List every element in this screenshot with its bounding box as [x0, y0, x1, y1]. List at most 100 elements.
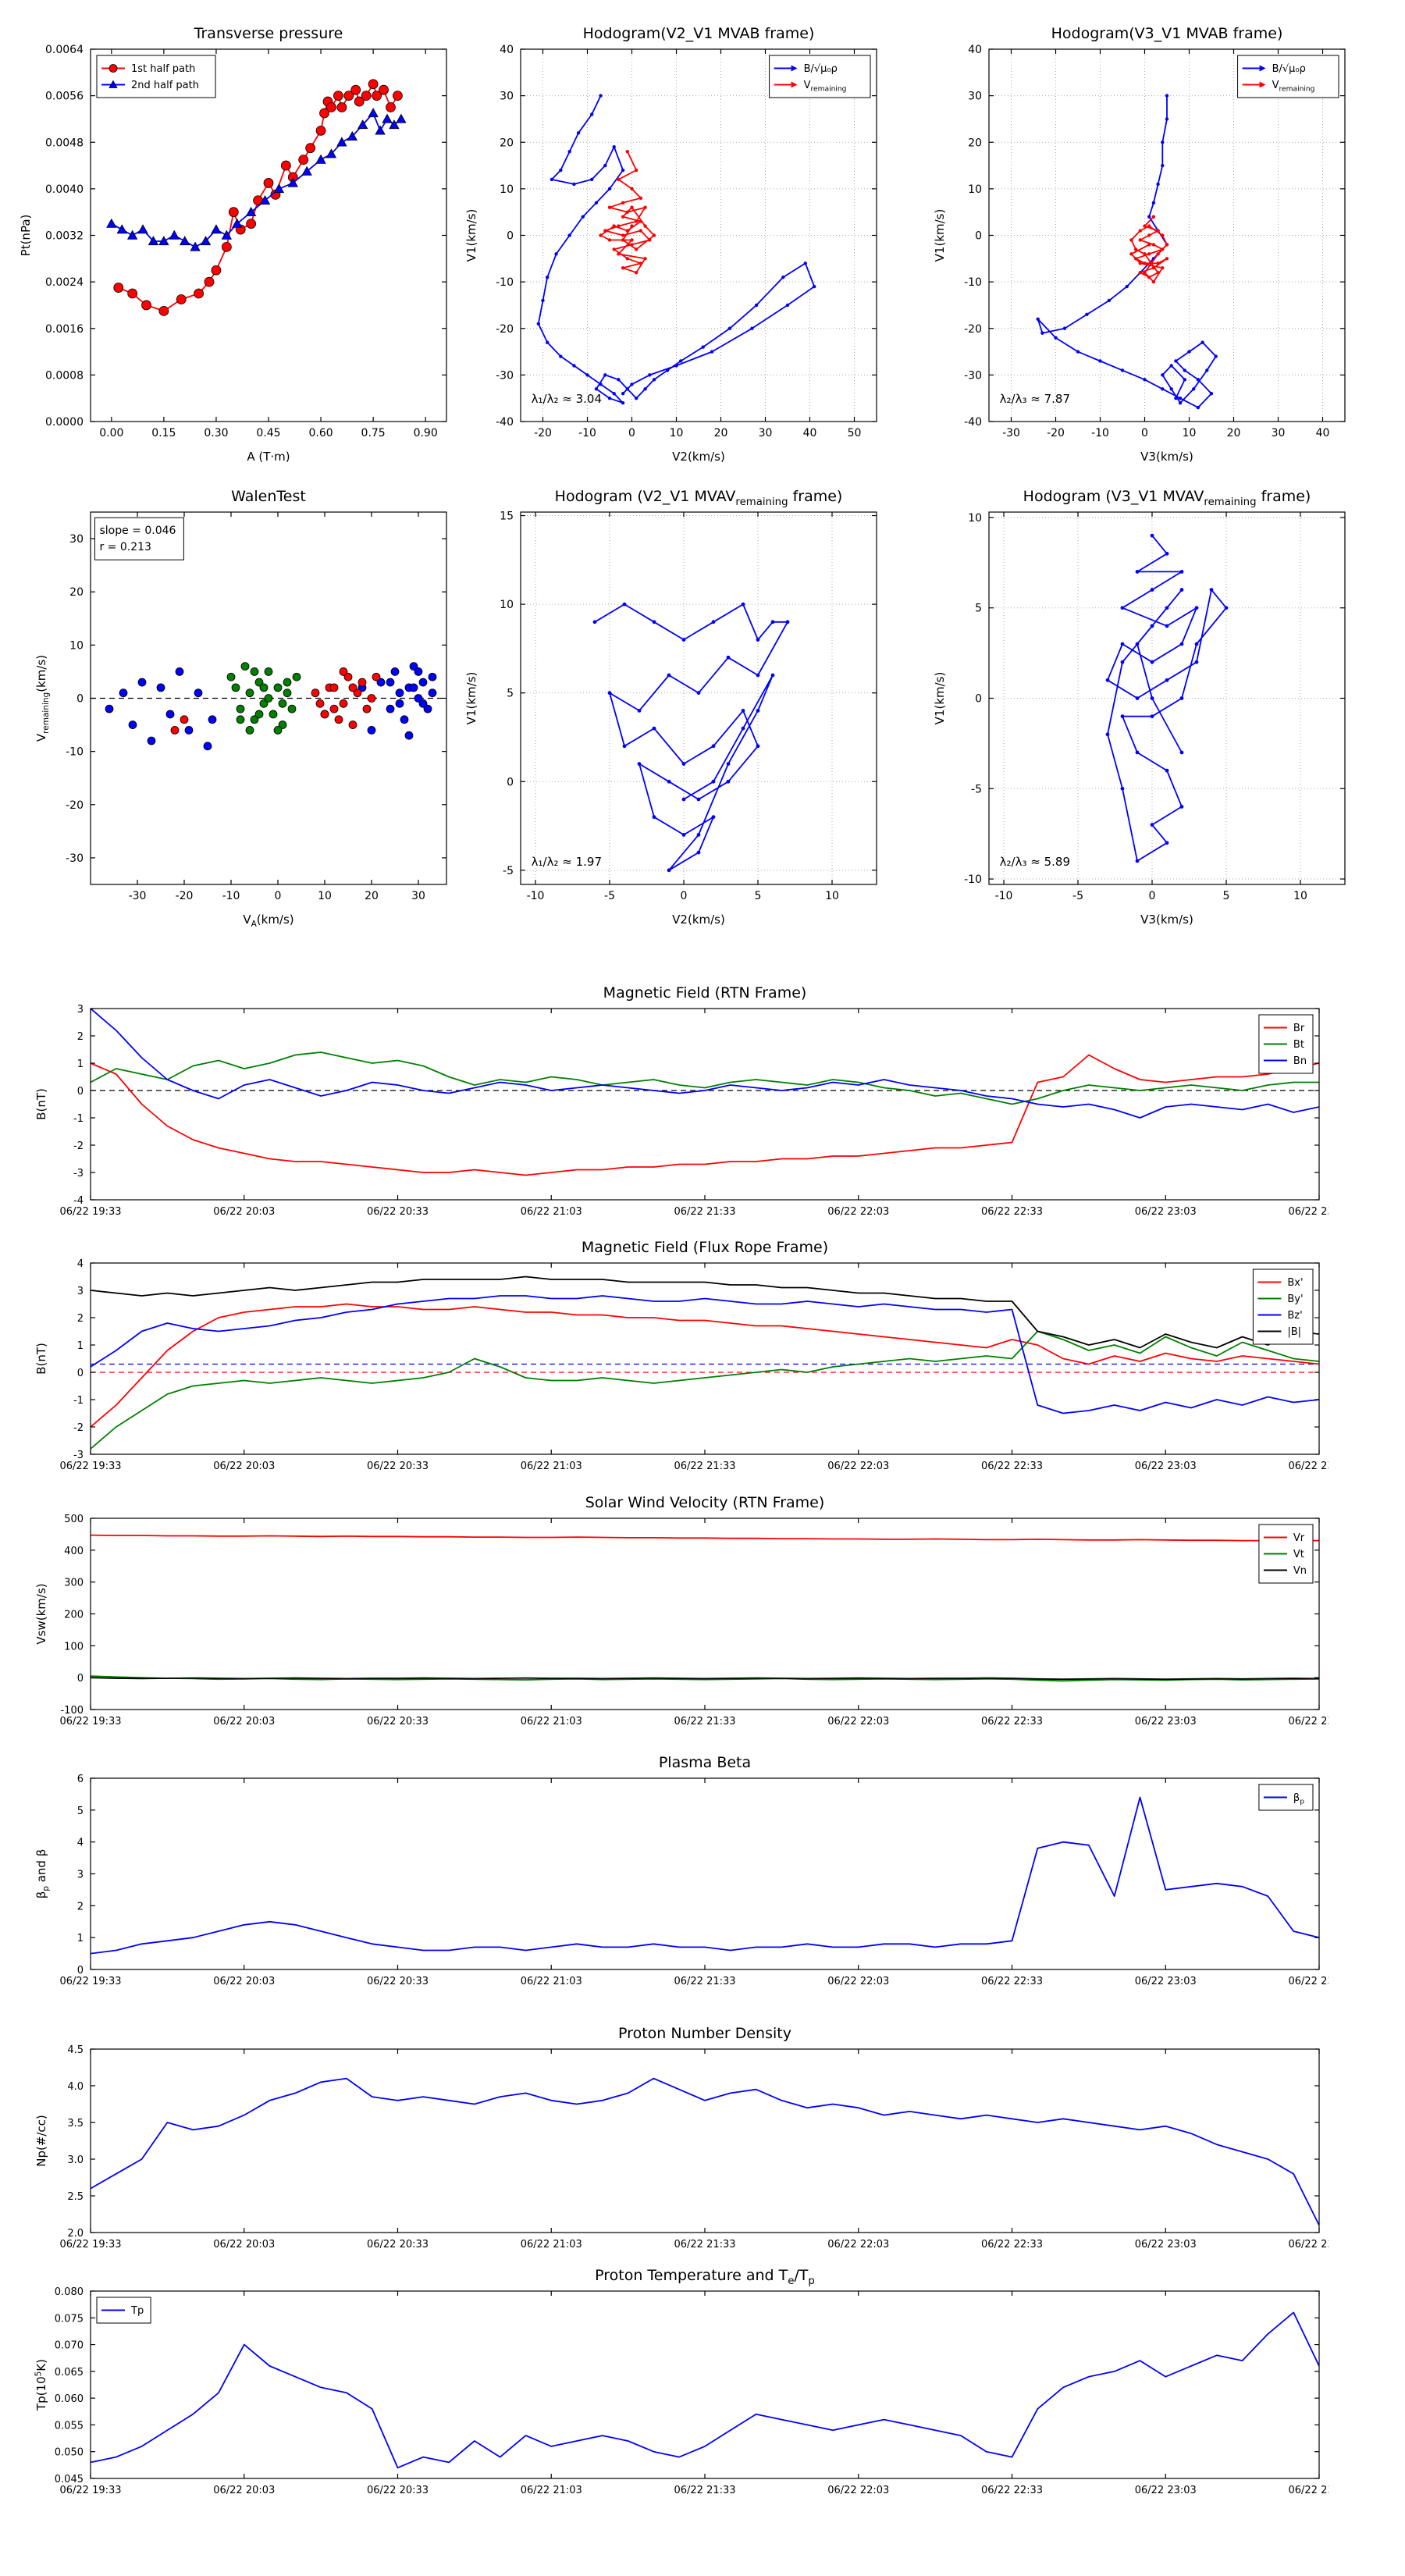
svg-text:0.050: 0.050: [55, 2447, 84, 2459]
svg-text:-30: -30: [496, 369, 514, 382]
svg-text:30: 30: [500, 91, 514, 103]
panel-proton-temperature: 06/22 19:33 06/22 20:03 06/22 20:33 06/22 2…: [28, 2258, 1350, 2507]
svg-text:500: 500: [64, 1514, 84, 1525]
svg-text:06/22 20:03: 06/22 20:03: [213, 2239, 275, 2250]
svg-text:3: 3: [77, 1004, 84, 1016]
svg-text:40: 40: [1316, 427, 1330, 439]
svg-text:06/22 22:33: 06/22 22:33: [981, 2485, 1043, 2496]
svg-text:Hodogram(V3_V1 MVAB frame): Hodogram(V3_V1 MVAB frame): [1051, 25, 1283, 42]
svg-text:10: 10: [318, 890, 332, 902]
svg-text:06/22 20:03: 06/22 20:03: [213, 2485, 275, 2496]
svg-text:3.5: 3.5: [67, 2118, 84, 2129]
svg-text:0.0048: 0.0048: [45, 137, 84, 149]
svg-text:6: 6: [77, 1774, 84, 1785]
svg-text:06/22 20:33: 06/22 20:33: [367, 2239, 429, 2250]
svg-text:Vr: Vr: [1293, 1532, 1305, 1544]
panel-hodogram-v2v1-mvab: -20 -10 0 10 20 30 40 50 -40 -30 -20 -10 0 10 20 30 40 Ho…: [458, 12, 891, 482]
svg-text:0: 0: [275, 890, 282, 902]
svg-text:Br: Br: [1293, 1023, 1305, 1034]
svg-text:400: 400: [64, 1546, 84, 1557]
svg-text:V3(km/s): V3(km/s): [1140, 450, 1193, 464]
svg-text:06/22 22:03: 06/22 22:03: [827, 1976, 889, 1987]
svg-text:-10: -10: [964, 873, 982, 886]
svg-text:0: 0: [77, 1086, 84, 1098]
svg-text:Pt(nPa): Pt(nPa): [19, 215, 33, 257]
svg-text:0.0016: 0.0016: [45, 323, 84, 336]
svg-text:0: 0: [77, 1965, 84, 1976]
panel-walen-test: -30 -20 -10 0 10 20 30 -30 -20 -10 0 10 20 30 WalenTes…: [28, 475, 461, 945]
svg-text:40: 40: [803, 427, 817, 439]
svg-text:06/22 22:33: 06/22 22:33: [981, 1461, 1043, 1472]
svg-text:Solar Wind Velocity (RTN Frame: Solar Wind Velocity (RTN Frame): [585, 1494, 825, 1511]
svg-text:06/22 21:03: 06/22 21:03: [521, 1976, 582, 1987]
svg-text:Hodogram(V2_V1 MVAB frame): Hodogram(V2_V1 MVAB frame): [583, 25, 815, 42]
svg-text:1: 1: [77, 1340, 84, 1352]
svg-text:B/√μ₀ρ: B/√μ₀ρ: [804, 63, 838, 75]
svg-text:06/22 23:33: 06/22 23:33: [1288, 1976, 1329, 1987]
svg-text:06/22 21:03: 06/22 21:03: [521, 2485, 582, 2496]
svg-text:-3: -3: [73, 1450, 84, 1461]
svg-text:06/22 23:33: 06/22 23:33: [1288, 1461, 1329, 1472]
svg-text:0: 0: [77, 1368, 84, 1379]
svg-text:0.0064: 0.0064: [45, 44, 84, 56]
svg-text:0: 0: [1149, 890, 1156, 902]
svg-text:2.0: 2.0: [67, 2228, 84, 2240]
svg-text:Proton Temperature and Te​/Tp​: Proton Temperature and Te​/Tp​: [595, 2267, 815, 2287]
svg-text:50: 50: [848, 427, 862, 439]
svg-text:Hodogram (V2_V1 MVAVremaining​: Hodogram (V2_V1 MVAVremaining​ frame): [555, 488, 843, 508]
svg-text:1: 1: [77, 1059, 84, 1070]
svg-text:06/22 23:33: 06/22 23:33: [1288, 2239, 1329, 2250]
svg-text:A (T·m): A (T·m): [247, 450, 290, 464]
svg-text:V1(km/s): V1(km/s): [933, 672, 947, 725]
svg-text:06/22 19:33: 06/22 19:33: [59, 2239, 121, 2250]
svg-text:2: 2: [77, 1901, 84, 1912]
svg-text:-30: -30: [1002, 427, 1020, 439]
svg-text:06/22 20:33: 06/22 20:33: [367, 2485, 429, 2496]
svg-text:06/22 22:03: 06/22 22:03: [827, 1461, 889, 1472]
svg-text:10: 10: [1293, 890, 1307, 902]
svg-text:10: 10: [968, 512, 982, 525]
svg-text:4.0: 4.0: [67, 2081, 84, 2093]
svg-text:2: 2: [77, 1031, 84, 1043]
svg-text:Vsw(km/s): Vsw(km/s): [34, 1583, 48, 1644]
svg-text:06/22 23:33: 06/22 23:33: [1288, 1206, 1329, 1218]
svg-text:10: 10: [968, 183, 982, 196]
svg-text:10: 10: [500, 183, 514, 196]
svg-text:0: 0: [628, 427, 635, 439]
svg-text:06/22 23:03: 06/22 23:03: [1135, 1206, 1197, 1218]
svg-text:4.5: 4.5: [67, 2044, 84, 2056]
svg-text:06/22 20:03: 06/22 20:03: [213, 1461, 275, 1472]
svg-text:By': By': [1287, 1293, 1303, 1305]
svg-text:-10: -10: [995, 890, 1013, 902]
svg-text:-20: -20: [496, 323, 514, 336]
svg-text:βp​: βp​: [1293, 1792, 1304, 1806]
svg-text:0.0056: 0.0056: [45, 91, 84, 103]
svg-text:Magnetic Field (RTN Frame): Magnetic Field (RTN Frame): [603, 984, 807, 1002]
svg-text:Vn: Vn: [1293, 1565, 1307, 1577]
svg-text:5: 5: [975, 603, 982, 615]
svg-text:30: 30: [69, 533, 84, 546]
svg-text:Vremaining​: Vremaining​: [1272, 80, 1315, 93]
svg-text:06/22 19:33: 06/22 19:33: [59, 2485, 121, 2496]
svg-text:V2(km/s): V2(km/s): [672, 913, 725, 927]
svg-text:06/22 22:33: 06/22 22:33: [981, 1976, 1043, 1987]
panel-hodogram-v3v1-mvav: -10 -5 0 5 10 -10 -5 0 5 10 Hodogram (V3_V1 MVAVre…: [927, 475, 1359, 945]
svg-text:-30: -30: [129, 890, 147, 902]
svg-text:0: 0: [507, 230, 514, 243]
svg-text:Plasma Beta: Plasma Beta: [659, 1754, 751, 1771]
svg-text:Tp: Tp: [130, 2305, 144, 2317]
svg-text:V1(km/s): V1(km/s): [464, 209, 478, 262]
panel-solar-wind-velocity: 06/22 19:33 06/22 20:03 06/22 20:33 06/22 2…: [28, 1485, 1350, 1738]
svg-text:-10: -10: [222, 890, 240, 902]
svg-text:-30: -30: [964, 369, 982, 382]
svg-text:40: 40: [968, 44, 982, 56]
svg-text:-20: -20: [534, 427, 552, 439]
svg-text:15: 15: [500, 511, 514, 523]
svg-text:0.15: 0.15: [151, 427, 176, 439]
svg-text:06/22 23:33: 06/22 23:33: [1288, 2485, 1329, 2496]
panel-magnetic-field-flux-rope: 06/22 19:33 06/22 20:03 06/22 20:33 06/22 2…: [28, 1230, 1350, 1482]
svg-text:-1: -1: [73, 1113, 84, 1125]
svg-text:0: 0: [507, 776, 514, 788]
svg-text:Proton Number Density: Proton Number Density: [618, 2025, 791, 2042]
